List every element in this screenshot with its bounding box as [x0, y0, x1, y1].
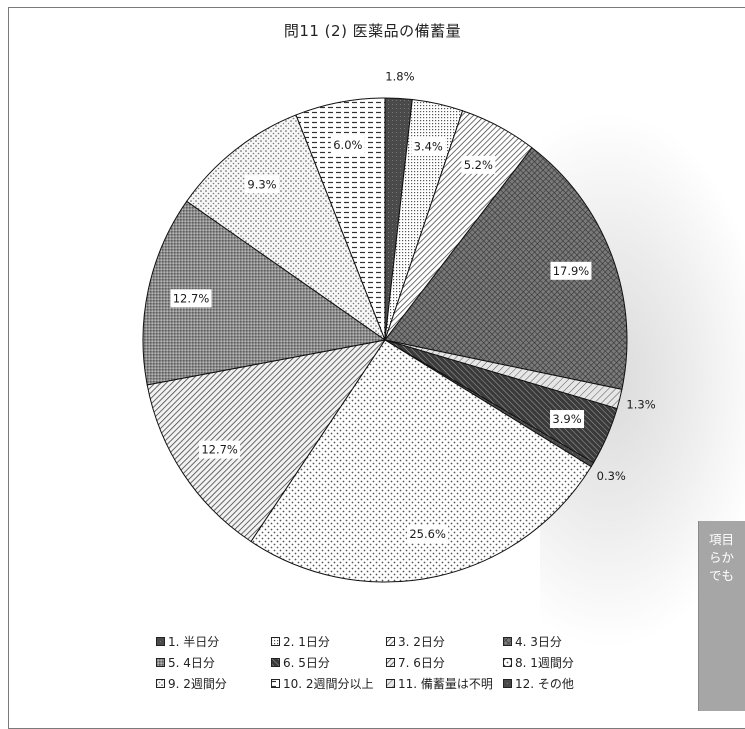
legend-swatch — [271, 679, 280, 688]
data-label: 17.9% — [553, 264, 590, 278]
pie-chart: 1.8% 3.4% 5.2% 17.9% 1.3% 3.9% 0.3% 25.6% 12.7% 1… — [142, 69, 656, 583]
legend-swatch — [503, 679, 512, 688]
data-label-bg — [550, 410, 585, 429]
data-label: 25.6% — [409, 527, 446, 541]
data-label-bg — [245, 175, 280, 194]
legend-label: 12. その他 — [515, 677, 574, 691]
legend-item: 11. 備蓄量は不明 — [386, 675, 503, 692]
data-label: 12.7% — [173, 291, 210, 305]
legend-label: 1. 半日分 — [168, 635, 220, 649]
data-label-bg — [199, 440, 241, 459]
legend-item: 1. 半日分 — [156, 633, 271, 650]
legend-swatch — [503, 658, 512, 667]
data-label: 3.9% — [552, 412, 581, 426]
legend-label: 5. 4日分 — [168, 656, 215, 670]
legend-item: 7. 6日分 — [386, 654, 503, 671]
legend-swatch — [156, 637, 165, 646]
chart-title: 問11 (2) 医薬品の備蓄量 — [283, 22, 462, 40]
legend-label: 4. 3日分 — [515, 635, 562, 649]
data-label-bg — [330, 136, 365, 155]
data-label: 5.2% — [464, 158, 493, 172]
data-label-bg — [461, 155, 496, 174]
side-panel-line: 項目 — [709, 532, 735, 547]
legend-swatch — [271, 637, 280, 646]
legend-item: 2. 1日分 — [271, 633, 386, 650]
pie-slice — [295, 97, 386, 341]
data-label-bg — [170, 289, 212, 308]
legend-label: 10. 2週間分以上 — [283, 677, 374, 691]
legend-swatch — [271, 658, 280, 667]
legend-item: 8. 1週間分 — [503, 654, 616, 671]
legend-swatch — [156, 679, 165, 688]
pie-slice — [186, 114, 387, 342]
pie-slice — [250, 339, 592, 583]
legend-swatch — [386, 658, 395, 667]
legend-item: 10. 2週間分以上 — [271, 675, 386, 692]
data-label-bg — [550, 261, 592, 280]
legend-item: 9. 2週間分 — [156, 675, 271, 692]
chart-legend: 1. 半日分 2. 1日分 3. 2日分 4. 3日分 5. 4日分 6. 5日分 7. 6… — [156, 633, 616, 692]
data-label-bg — [407, 524, 449, 543]
legend-label: 9. 2週間分 — [168, 677, 227, 691]
pie-slice — [146, 339, 387, 543]
data-label-bg — [411, 137, 446, 156]
legend-swatch — [386, 637, 395, 646]
data-label: 0.3% — [597, 469, 626, 483]
side-panel-line: らか — [709, 550, 735, 565]
data-label: 12.7% — [201, 443, 238, 457]
legend-label: 6. 5日分 — [283, 656, 330, 670]
data-label: 9.3% — [247, 177, 276, 191]
legend-item: 6. 5日分 — [271, 654, 386, 671]
legend-label: 11. 備蓄量は不明 — [398, 677, 493, 691]
legend-item: 3. 2日分 — [386, 633, 503, 650]
data-label: 3.4% — [414, 139, 443, 153]
legend-item: 12. その他 — [503, 675, 616, 692]
legend-label: 8. 1週間分 — [515, 656, 574, 670]
side-panel-line: でも — [709, 568, 735, 583]
legend-label: 7. 6日分 — [398, 656, 445, 670]
legend-swatch — [386, 679, 395, 688]
data-label: 6.0% — [333, 138, 362, 152]
side-panel: 項目 らか でも — [698, 521, 745, 711]
legend-label: 3. 2日分 — [398, 635, 445, 649]
data-label: 1.8% — [385, 69, 414, 83]
legend-item: 4. 3日分 — [503, 633, 616, 650]
data-label: 1.3% — [626, 397, 655, 411]
legend-swatch — [503, 637, 512, 646]
legend-swatch — [156, 658, 165, 667]
legend-label: 2. 1日分 — [283, 635, 330, 649]
pie-slice — [142, 200, 387, 386]
legend-item: 5. 4日分 — [156, 654, 271, 671]
pie-slice — [384, 147, 628, 390]
